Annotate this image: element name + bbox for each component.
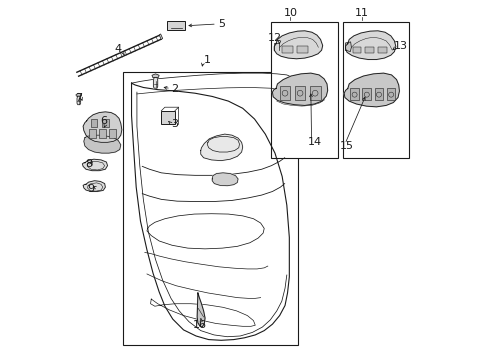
Bar [365, 47, 373, 53]
Text: 6: 6 [100, 116, 107, 126]
Polygon shape [77, 96, 81, 105]
Text: 14: 14 [307, 138, 321, 147]
Polygon shape [82, 159, 107, 171]
Bar [167, 21, 185, 30]
Bar [352, 47, 361, 53]
Text: 4: 4 [115, 44, 122, 54]
Text: 11: 11 [354, 8, 368, 18]
Text: 16: 16 [192, 320, 206, 330]
Text: 12: 12 [267, 33, 282, 43]
Bar [374, 88, 383, 100]
Polygon shape [83, 112, 122, 142]
Text: 3: 3 [171, 120, 178, 129]
Polygon shape [153, 77, 158, 88]
Polygon shape [83, 181, 105, 192]
Bar [99, 129, 105, 138]
Text: 8: 8 [85, 159, 92, 169]
Bar [294, 86, 305, 100]
Bar [88, 129, 96, 138]
Polygon shape [345, 42, 351, 51]
Text: 15: 15 [339, 141, 353, 151]
Text: 9: 9 [87, 184, 94, 194]
Bar [377, 47, 386, 53]
Polygon shape [201, 134, 242, 161]
Text: 13: 13 [393, 41, 407, 50]
Bar [349, 88, 358, 100]
Bar [279, 86, 290, 100]
Bar [343, 22, 408, 158]
Polygon shape [344, 73, 399, 107]
Polygon shape [152, 74, 159, 77]
Text: 7: 7 [75, 93, 82, 103]
Bar [309, 86, 320, 100]
Text: 5: 5 [217, 19, 224, 29]
Polygon shape [159, 34, 163, 40]
Bar [362, 88, 370, 100]
Bar [91, 119, 97, 127]
Bar [297, 46, 307, 53]
Bar [282, 46, 292, 53]
Bar [271, 22, 337, 158]
Polygon shape [272, 73, 327, 105]
Polygon shape [76, 93, 81, 96]
Bar [386, 88, 395, 100]
Polygon shape [274, 31, 322, 59]
FancyBboxPatch shape [161, 111, 175, 125]
Polygon shape [83, 135, 121, 153]
Text: 1: 1 [203, 55, 210, 65]
Text: 2: 2 [171, 84, 178, 94]
Bar [102, 119, 109, 127]
Polygon shape [197, 293, 204, 327]
Bar [108, 129, 116, 138]
Bar [122, 72, 298, 345]
Text: 10: 10 [283, 8, 297, 18]
Polygon shape [212, 173, 238, 186]
Polygon shape [345, 31, 395, 59]
